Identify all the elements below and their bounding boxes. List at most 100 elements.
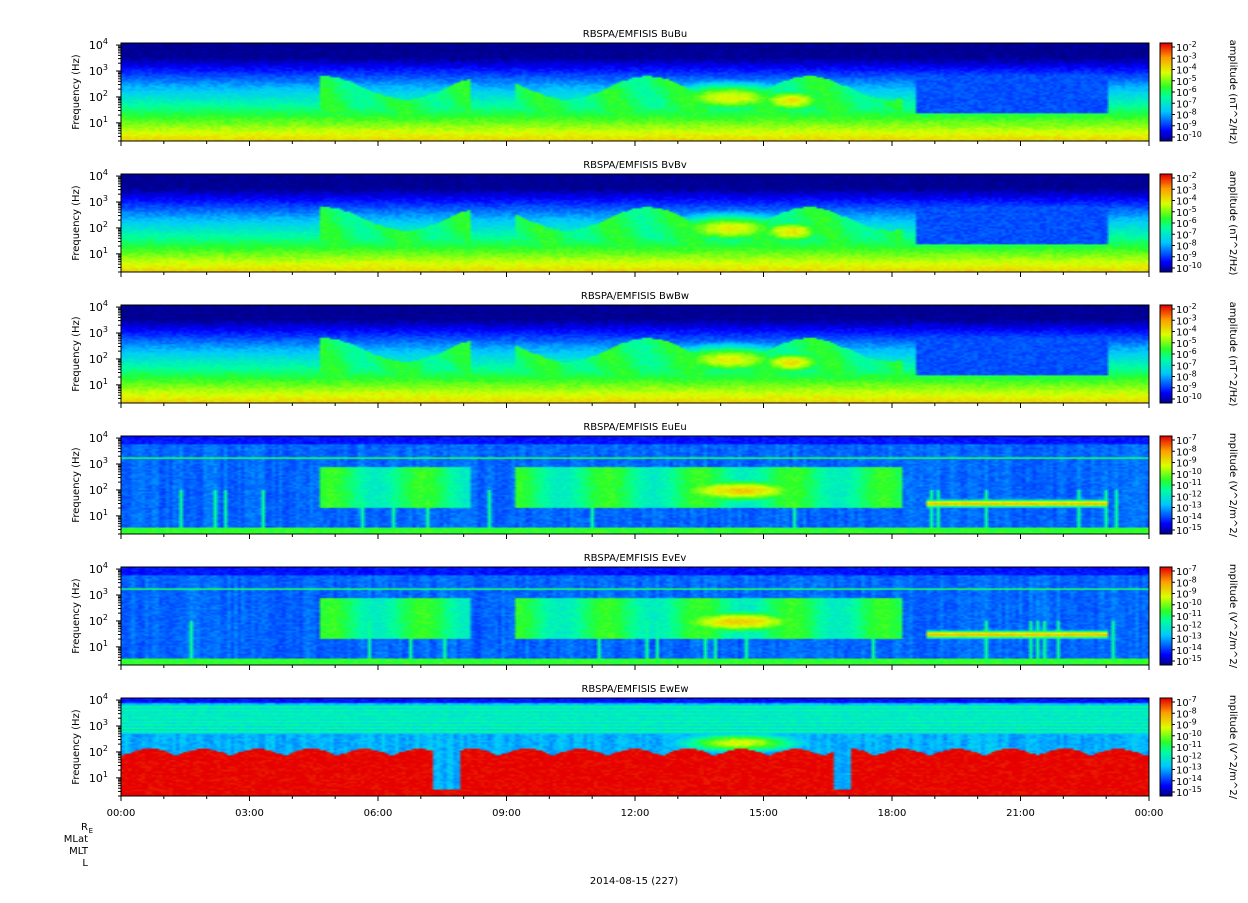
x-tick-label: 15:00 bbox=[749, 808, 778, 819]
colorbar bbox=[1160, 305, 1172, 403]
colorbar-tick-label: 10-14 bbox=[1176, 643, 1202, 657]
y-tick-label: 104 bbox=[89, 168, 108, 183]
colorbar-label: amplitude (nT^2/Hz) bbox=[1227, 40, 1238, 145]
x-tick-label: 18:00 bbox=[878, 808, 907, 819]
colorbar-tick-label: 10-12 bbox=[1176, 620, 1202, 634]
colorbar-tick-label: 10-8 bbox=[1176, 444, 1197, 458]
x-tick-label: 21:00 bbox=[1006, 808, 1035, 819]
y-tick-label: 102 bbox=[89, 744, 108, 759]
colorbar-tick-label: 10-7 bbox=[1176, 564, 1197, 578]
colorbar bbox=[1160, 436, 1172, 534]
y-tick-label: 101 bbox=[89, 246, 108, 261]
ephemeris-label: L bbox=[82, 858, 88, 869]
spectrogram-image bbox=[121, 698, 1149, 796]
colorbar-tick-label: 10-12 bbox=[1176, 751, 1202, 765]
y-axis-label: Frequency (Hz) bbox=[71, 185, 82, 261]
y-axis-label: Frequency (Hz) bbox=[71, 709, 82, 785]
colorbar-tick-label: 10-5 bbox=[1176, 74, 1197, 88]
colorbar-tick-label: 10-3 bbox=[1176, 182, 1197, 196]
y-axis-label: Frequency (Hz) bbox=[71, 316, 82, 392]
colorbar-tick-label: 10-4 bbox=[1176, 194, 1197, 208]
ephemeris-label: MLat bbox=[64, 834, 88, 845]
y-tick-label: 102 bbox=[89, 89, 108, 104]
y-tick-label: 104 bbox=[89, 430, 108, 445]
colorbar-tick-label: 10-6 bbox=[1176, 347, 1197, 361]
y-axis-label: Frequency (Hz) bbox=[71, 447, 82, 523]
y-tick-label: 103 bbox=[89, 718, 108, 733]
panel-title: RBSPA/EMFISIS EvEv bbox=[584, 553, 687, 564]
colorbar bbox=[1160, 174, 1172, 272]
spectrogram-panel: RBSPA/EMFISIS BuBu Frequency (Hz) 101 102 10… bbox=[71, 29, 1238, 146]
x-tick-label: 09:00 bbox=[492, 808, 521, 819]
colorbar-tick-label: 10-11 bbox=[1176, 609, 1202, 623]
y-tick-label: 103 bbox=[89, 194, 108, 209]
y-tick-label: 104 bbox=[89, 299, 108, 314]
colorbar-tick-label: 10-13 bbox=[1176, 632, 1202, 646]
colorbar-tick-label: 10-8 bbox=[1176, 370, 1197, 384]
colorbar-tick-label: 10-9 bbox=[1176, 456, 1197, 470]
y-tick-label: 102 bbox=[89, 351, 108, 366]
panel-title: RBSPA/EMFISIS EwEw bbox=[581, 684, 688, 695]
y-tick-label: 103 bbox=[89, 325, 108, 340]
colorbar-tick-label: 10-2 bbox=[1176, 40, 1197, 54]
colorbar-tick-label: 10-8 bbox=[1176, 706, 1197, 720]
colorbar-tick-label: 10-15 bbox=[1176, 523, 1202, 537]
y-tick-label: 102 bbox=[89, 482, 108, 497]
spectrogram-image bbox=[121, 436, 1149, 534]
y-tick-label: 103 bbox=[89, 63, 108, 78]
colorbar-tick-label: 10-14 bbox=[1176, 512, 1202, 526]
colorbar-tick-label: 10-2 bbox=[1176, 171, 1197, 185]
x-tick-label: 00:00 bbox=[107, 808, 136, 819]
colorbar-tick-label: 10-15 bbox=[1176, 785, 1202, 799]
colorbar-tick-label: 10-7 bbox=[1176, 695, 1197, 709]
colorbar-tick-label: 10-8 bbox=[1176, 108, 1197, 122]
x-tick-label: 03:00 bbox=[235, 808, 264, 819]
x-tick-label: 06:00 bbox=[364, 808, 393, 819]
colorbar-label: mplitude (V^2/m^2/ bbox=[1227, 433, 1238, 538]
x-tick-label: 12:00 bbox=[621, 808, 650, 819]
colorbar-tick-label: 10-10 bbox=[1176, 467, 1202, 481]
colorbar-tick-label: 10-3 bbox=[1176, 313, 1197, 327]
y-tick-label: 101 bbox=[89, 377, 108, 392]
y-tick-label: 101 bbox=[89, 639, 108, 654]
y-tick-label: 101 bbox=[89, 770, 108, 785]
y-axis-label: Frequency (Hz) bbox=[71, 54, 82, 130]
y-tick-label: 104 bbox=[89, 37, 108, 52]
y-tick-label: 104 bbox=[89, 692, 108, 707]
colorbar-tick-label: 10-7 bbox=[1176, 227, 1197, 241]
colorbar-tick-label: 10-9 bbox=[1176, 381, 1197, 395]
colorbar-tick-label: 10-11 bbox=[1176, 478, 1202, 492]
y-tick-label: 103 bbox=[89, 587, 108, 602]
colorbar-tick-label: 10-9 bbox=[1176, 250, 1197, 264]
colorbar-tick-label: 10-10 bbox=[1176, 261, 1202, 275]
panel-title: RBSPA/EMFISIS BuBu bbox=[583, 29, 687, 40]
y-tick-label: 102 bbox=[89, 613, 108, 628]
x-tick-label: 00:00 bbox=[1135, 808, 1164, 819]
colorbar-tick-label: 10-2 bbox=[1176, 302, 1197, 316]
colorbar-tick-label: 10-4 bbox=[1176, 325, 1197, 339]
colorbar-tick-label: 10-6 bbox=[1176, 85, 1197, 99]
y-tick-label: 103 bbox=[89, 456, 108, 471]
colorbar-tick-label: 10-10 bbox=[1176, 130, 1202, 144]
colorbar-tick-label: 10-5 bbox=[1176, 336, 1197, 350]
colorbar-label: amplitude (nT^2/Hz) bbox=[1227, 171, 1238, 276]
colorbar-tick-label: 10-9 bbox=[1176, 718, 1197, 732]
colorbar-label: amplitude (nT^2/Hz) bbox=[1227, 302, 1238, 407]
panel-title: RBSPA/EMFISIS BvBv bbox=[583, 160, 687, 171]
colorbar-tick-label: 10-8 bbox=[1176, 239, 1197, 253]
y-tick-label: 101 bbox=[89, 115, 108, 130]
y-tick-label: 102 bbox=[89, 220, 108, 235]
spectrogram-panel: RBSPA/EMFISIS EuEu Frequency (Hz) 101 102 10… bbox=[71, 422, 1238, 539]
panel-title: RBSPA/EMFISIS BwBw bbox=[581, 291, 689, 302]
colorbar-tick-label: 10-9 bbox=[1176, 587, 1197, 601]
spectrogram-image bbox=[121, 43, 1149, 141]
colorbar-tick-label: 10-13 bbox=[1176, 501, 1202, 515]
colorbar bbox=[1160, 43, 1172, 141]
colorbar-tick-label: 10-10 bbox=[1176, 392, 1202, 406]
colorbar-tick-label: 10-10 bbox=[1176, 729, 1202, 743]
spectrogram-image bbox=[121, 567, 1149, 665]
spectrogram-panel: RBSPA/EMFISIS EvEv Frequency (Hz) 101 102 10… bbox=[71, 553, 1238, 670]
